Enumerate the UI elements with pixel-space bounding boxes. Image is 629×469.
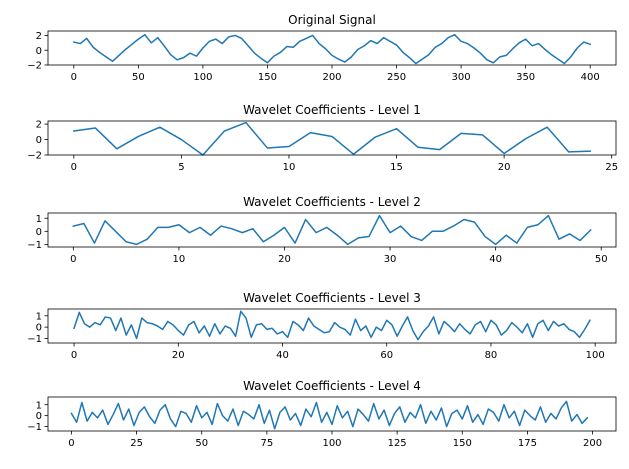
y-tick-label: −2 (27, 61, 42, 72)
x-tick-label: 50 (595, 254, 608, 265)
x-tick-label: 150 (453, 438, 472, 449)
subplot-3: Wavelet Coefficients - Level 20 10 20 30 40 5… (27, 195, 617, 265)
x-tick-label: 100 (193, 72, 212, 83)
subplot-title: Wavelet Coefficients - Level 1 (243, 103, 421, 117)
subplot-title: Wavelet Coefficients - Level 3 (243, 291, 421, 305)
x-tick-label: 30 (384, 254, 397, 265)
y-tick-label: −1 (27, 422, 42, 433)
series-line (72, 33, 592, 65)
x-tick-label: 50 (132, 72, 145, 83)
subplot-title: Wavelet Coefficients - Level 2 (243, 195, 421, 209)
y-tick-label: 2 (36, 31, 42, 42)
axes-frame (47, 120, 617, 156)
x-tick-label: 150 (258, 72, 277, 83)
x-tick-label: 300 (452, 72, 471, 83)
x-tick-label: 100 (586, 350, 605, 361)
subplot-5: Wavelet Coefficients - Level 4 0 25 50 75 100… (27, 379, 617, 449)
y-tick-label: 0 (36, 227, 42, 238)
series-line (72, 121, 591, 156)
x-tick-label: 175 (518, 438, 537, 449)
x-tick-label: 15 (390, 162, 403, 173)
subplot-1: Original Signal 0 50 100 150 200 250 300 350 400 −… (27, 13, 617, 83)
y-tick-label: 0 (36, 323, 42, 334)
x-tick-label: 5 (178, 162, 184, 173)
x-tick-label: 20 (498, 162, 511, 173)
x-tick-label: 60 (380, 350, 393, 361)
y-tick-label: −2 (27, 151, 42, 162)
y-tick-label: −1 (27, 334, 42, 345)
axes-frame (47, 308, 617, 344)
x-tick-label: 0 (71, 350, 77, 361)
subplot-4: Wavelet Coefficients - Level 3 0 20 40 60 80 1… (27, 291, 617, 361)
axes-frame (47, 30, 617, 66)
x-tick-label: 0 (70, 254, 76, 265)
axes-frame (47, 396, 617, 432)
x-tick-label: 40 (489, 254, 502, 265)
x-tick-label: 400 (581, 72, 600, 83)
subplot-title: Original Signal (288, 13, 376, 27)
x-tick-label: 200 (583, 438, 602, 449)
y-tick-label: 0 (36, 411, 42, 422)
x-tick-label: 75 (260, 438, 273, 449)
y-tick-label: 1 (36, 214, 42, 225)
y-tick-label: 1 (36, 311, 42, 322)
y-tick-label: 0 (36, 135, 42, 146)
x-tick-label: 10 (173, 254, 186, 265)
x-tick-label: 25 (605, 162, 618, 173)
y-tick-label: 2 (36, 120, 42, 131)
x-tick-label: 0 (68, 438, 74, 449)
x-tick-label: 40 (276, 350, 289, 361)
x-tick-label: 0 (71, 162, 77, 173)
x-tick-label: 20 (278, 254, 291, 265)
x-tick-label: 50 (195, 438, 208, 449)
x-tick-label: 25 (130, 438, 143, 449)
series-line (73, 310, 591, 341)
x-tick-label: 10 (283, 162, 296, 173)
x-tick-label: 20 (172, 350, 185, 361)
x-tick-label: 200 (322, 72, 341, 83)
y-tick-label: −1 (27, 240, 42, 251)
x-tick-label: 0 (71, 72, 77, 83)
y-tick-label: 1 (36, 400, 42, 411)
axes-frame (47, 212, 617, 248)
x-tick-label: 100 (322, 438, 341, 449)
subplot-2: Wavelet Coefficients - Level 10 5 10 15 20 25… (27, 103, 618, 173)
series-line (72, 214, 592, 246)
series-line (70, 400, 589, 430)
x-tick-label: 250 (387, 72, 406, 83)
x-tick-label: 350 (516, 72, 535, 83)
x-tick-label: 125 (388, 438, 407, 449)
subplot-title: Wavelet Coefficients - Level 4 (243, 379, 421, 393)
x-tick-label: 80 (485, 350, 498, 361)
y-tick-label: 0 (36, 46, 42, 57)
